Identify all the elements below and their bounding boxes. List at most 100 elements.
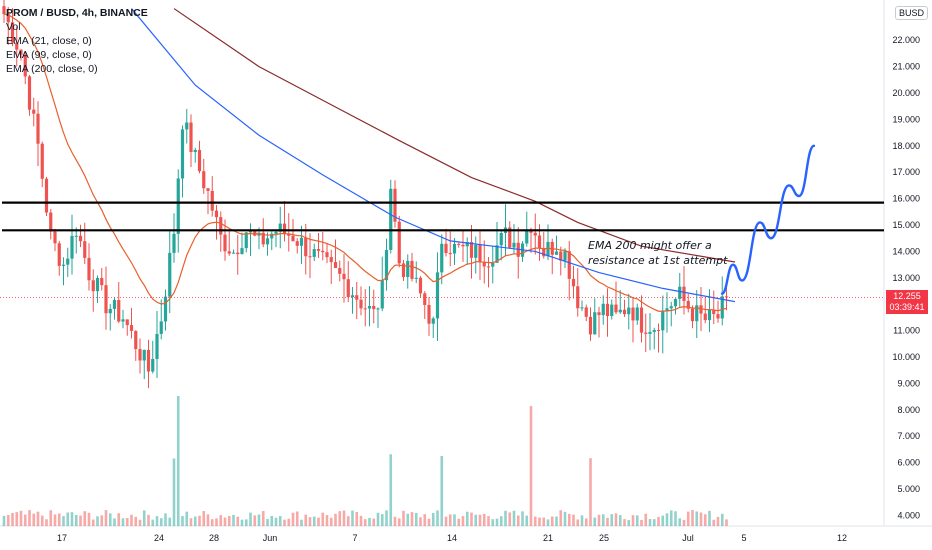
candle-body	[618, 309, 622, 313]
price-tick-label: 18.000	[892, 141, 920, 151]
price-tick-label: 20.000	[892, 88, 920, 98]
candle-body	[448, 253, 452, 255]
volume-bar	[385, 510, 388, 526]
price-tick-label: 16.000	[892, 194, 920, 204]
candle-body	[665, 308, 669, 311]
candle-body	[274, 231, 278, 234]
time-tick-label: 17	[57, 533, 67, 543]
volume-bar	[206, 514, 210, 526]
candle-body	[537, 235, 542, 249]
candle-body	[724, 296, 729, 298]
candle-body	[95, 277, 100, 292]
candle-body	[91, 280, 95, 292]
volume-bar	[66, 512, 70, 526]
candle-body	[554, 251, 559, 255]
volume-bar	[389, 454, 393, 526]
candle-body	[695, 305, 699, 322]
volume-bar	[563, 511, 567, 526]
candle-body	[36, 113, 40, 144]
candle-body	[588, 316, 593, 335]
volume-bar	[555, 516, 558, 526]
candle-body	[546, 241, 550, 257]
price-tick-label: 17.000	[892, 167, 920, 177]
volume-bar	[708, 510, 711, 526]
volume-bar	[623, 519, 626, 526]
candle-body	[440, 243, 444, 273]
candle-body	[278, 223, 282, 232]
candle-body	[597, 312, 601, 316]
time-tick-label: 24	[154, 533, 164, 543]
volume-bar	[15, 512, 19, 526]
volume-bar	[487, 516, 490, 526]
candle-body	[444, 243, 448, 254]
volume-bar	[308, 517, 312, 526]
volume-bar	[495, 518, 499, 526]
volume-bar	[274, 517, 278, 526]
candle-body	[427, 304, 431, 324]
legend: PROM / BUSD, 4h, BINANCE Vol EMA (21, cl…	[6, 6, 148, 76]
volume-bar	[525, 515, 529, 526]
volume-bar	[312, 516, 316, 526]
volume-bar	[584, 518, 588, 526]
candle-body	[469, 241, 474, 258]
volume-bar	[36, 511, 40, 526]
candle-body	[214, 210, 219, 218]
volume-bar	[134, 516, 138, 526]
candle-body	[44, 178, 49, 213]
volume-bar	[550, 516, 554, 526]
volume-bar	[652, 519, 656, 526]
volume-bar	[627, 519, 631, 526]
volume-bar	[40, 515, 44, 526]
candle-body	[380, 280, 384, 309]
volume-bar	[96, 516, 99, 526]
candle-body	[134, 330, 138, 350]
time-tick-label: Jun	[263, 533, 278, 543]
time-tick-label: 28	[209, 533, 219, 543]
candle-body	[435, 272, 440, 319]
candle-body	[227, 251, 231, 254]
volume-bar	[232, 514, 235, 526]
volume-bar	[355, 511, 359, 526]
candle-body	[605, 303, 610, 317]
candle-body	[669, 306, 673, 309]
candle-body	[350, 295, 355, 298]
volume-bar	[6, 515, 10, 526]
candle-body	[461, 244, 465, 247]
volume-bar	[720, 513, 724, 526]
candle-body	[406, 260, 410, 278]
price-tick-label: 19.000	[892, 114, 920, 124]
candle-body	[2, 6, 6, 15]
candle-body	[19, 49, 23, 55]
volume-bar	[181, 516, 184, 526]
volume-bar	[2, 515, 6, 526]
volume-bar	[334, 513, 337, 526]
price-tick-label: 11.000	[893, 326, 920, 336]
candle-body	[525, 230, 529, 244]
volume-bar	[113, 518, 116, 526]
candle-body	[253, 230, 257, 236]
candle-body	[129, 325, 134, 331]
volume-bar	[295, 511, 299, 526]
volume-bar	[261, 510, 265, 526]
volume-bar	[576, 519, 580, 526]
candle-body	[142, 349, 146, 361]
candle-body	[631, 307, 635, 321]
volume-bar	[266, 518, 269, 526]
candle-body	[155, 333, 159, 359]
candle-body	[163, 296, 168, 322]
currency-unit-badge[interactable]: BUSD	[894, 6, 928, 20]
volume-bar	[172, 458, 176, 526]
volume-bar	[70, 512, 74, 526]
candle-body	[265, 238, 270, 245]
volume-bar	[640, 519, 643, 526]
volume-bar	[62, 516, 65, 526]
candle-body	[452, 243, 457, 254]
volume-bar	[508, 512, 512, 526]
candle-body	[53, 231, 57, 244]
candle-body	[491, 262, 495, 267]
candle-body	[363, 308, 367, 310]
candle-body	[474, 244, 478, 258]
candle-body	[610, 304, 614, 317]
